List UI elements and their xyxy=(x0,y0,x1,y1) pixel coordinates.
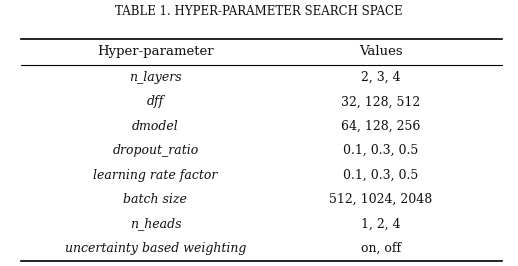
Text: dropout_ratio: dropout_ratio xyxy=(112,144,198,157)
Text: 1, 2, 4: 1, 2, 4 xyxy=(361,218,400,231)
Text: 0.1, 0.3, 0.5: 0.1, 0.3, 0.5 xyxy=(343,169,419,182)
Text: on, off: on, off xyxy=(361,242,401,255)
Text: 512, 1024, 2048: 512, 1024, 2048 xyxy=(329,193,433,206)
Text: n_heads: n_heads xyxy=(130,218,181,231)
Text: 64, 128, 256: 64, 128, 256 xyxy=(341,120,421,133)
Text: batch size: batch size xyxy=(123,193,188,206)
Text: uncertainty based weighting: uncertainty based weighting xyxy=(65,242,246,255)
Text: TABLE 1. HYPER-PARAMETER SEARCH SPACE: TABLE 1. HYPER-PARAMETER SEARCH SPACE xyxy=(115,6,403,18)
Text: 32, 128, 512: 32, 128, 512 xyxy=(341,95,420,108)
Text: learning rate factor: learning rate factor xyxy=(93,169,218,182)
Text: 0.1, 0.3, 0.5: 0.1, 0.3, 0.5 xyxy=(343,144,419,157)
Text: 2, 3, 4: 2, 3, 4 xyxy=(361,71,400,84)
Text: dmodel: dmodel xyxy=(132,120,179,133)
Text: n_layers: n_layers xyxy=(129,71,182,84)
Text: dff: dff xyxy=(147,95,164,108)
Text: Values: Values xyxy=(359,45,402,58)
Text: Hyper-parameter: Hyper-parameter xyxy=(97,45,214,58)
